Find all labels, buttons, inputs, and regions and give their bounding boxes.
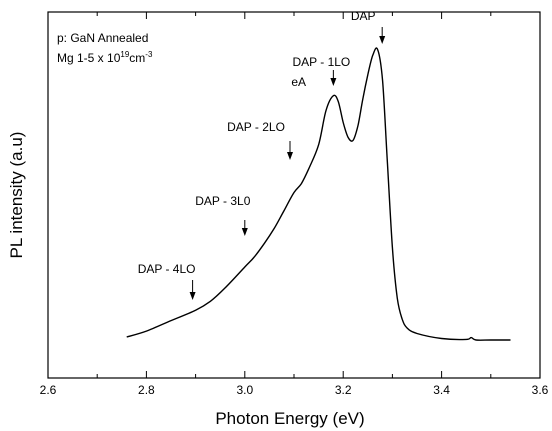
y-axis-title: PL intensity (a.u): [7, 132, 26, 259]
doping-exponent: 19: [120, 50, 129, 59]
doping-unit-exponent: -3: [145, 50, 153, 59]
doping-label: Mg 1-5 x 1019cm-3: [57, 50, 153, 65]
annotation-arrow-head: [241, 228, 248, 236]
x-tick-label: 2.8: [138, 383, 155, 397]
annotation-label: DAP - 1LO: [292, 55, 350, 69]
x-axis-title: Photon Energy (eV): [215, 409, 364, 428]
pl-spectrum-line: [126, 47, 511, 341]
annotation-label: DAP: [351, 9, 376, 23]
annotation-label: eA: [291, 75, 306, 89]
annotation-label: DAP - 2LO: [227, 120, 285, 134]
x-tick-label: 3.4: [433, 383, 450, 397]
annotation-label: DAP - 3L0: [195, 194, 250, 208]
annotation-label: DAP - 4LO: [138, 262, 196, 276]
x-tick-label: 2.6: [40, 383, 57, 397]
annotation-arrow-head: [330, 78, 337, 86]
x-tick-label: 3.0: [236, 383, 253, 397]
annotation-arrow-head: [287, 152, 293, 160]
x-axis-tick-labels: 2.6 2.8 3.0 3.2 3.4 3.6: [40, 383, 549, 397]
doping-unit: cm: [129, 51, 145, 65]
annotation-arrow-head: [379, 36, 386, 44]
x-tick-label: 3.6: [532, 383, 549, 397]
x-tick-label: 3.2: [335, 383, 352, 397]
annotation-arrow-head: [189, 292, 196, 300]
sample-label: p: GaN Annealed: [57, 31, 148, 45]
x-axis-ticks: [47, 12, 541, 378]
doping-prefix: Mg 1-5 x 10: [57, 51, 121, 65]
peak-annotations: DAP DAP - 1LO eA DAP - 2LO DAP - 3L0 DAP - 4L…: [138, 9, 386, 300]
